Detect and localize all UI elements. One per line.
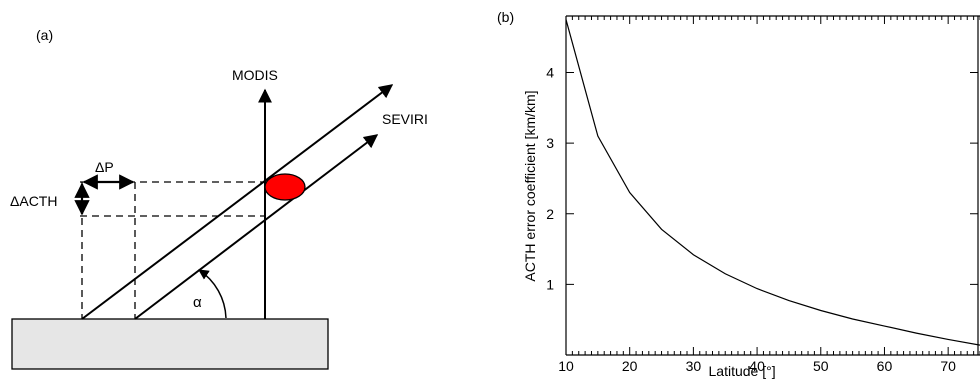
delta-acth-label: ΔACTH — [10, 193, 57, 209]
y-axis-label: ACTH error coefficient [km/km] — [522, 90, 538, 281]
seviri-upper-arrow — [81, 84, 394, 320]
panel-a: (a) MODIS SEVIRI ΔP ΔACTH α — [10, 27, 428, 370]
x-tick-label: 70 — [940, 358, 956, 374]
x-tick-label: 30 — [686, 358, 702, 374]
ground-block — [11, 318, 329, 370]
x-tick-label: 10 — [558, 358, 574, 374]
x-tick-label: 60 — [877, 358, 893, 374]
y-tick-label: 3 — [546, 135, 554, 151]
x-tick-label: 50 — [813, 358, 829, 374]
alpha-arc — [198, 269, 227, 319]
x-tick-label: 40 — [749, 358, 765, 374]
y-tick-label: 1 — [546, 276, 554, 292]
chart-area: 1 2 3 4 10 20 30 40 50 60 70 Latitude [°] ACTH error… — [522, 15, 980, 379]
modis-label: MODIS — [232, 67, 278, 83]
panel-b: (b) 1 2 3 4 10 20 30 40 50 60 70 Latitude [°] ACTH e… — [497, 9, 980, 379]
alpha-label: α — [193, 294, 202, 311]
seviri-label: SEVIRI — [382, 111, 428, 127]
y-tick-label: 2 — [546, 206, 554, 222]
x-tick-label: 20 — [622, 358, 638, 374]
delta-p-label: ΔP — [95, 159, 114, 175]
seviri-lower-arrow — [134, 134, 379, 320]
y-tick-label: 4 — [546, 65, 554, 81]
panel-b-label: (b) — [497, 9, 514, 25]
series-line-0 — [565, 19, 980, 346]
panel-a-label: (a) — [36, 27, 53, 43]
x-axis-label: Latitude [°] — [709, 363, 776, 379]
cloud-ellipse — [264, 173, 306, 201]
